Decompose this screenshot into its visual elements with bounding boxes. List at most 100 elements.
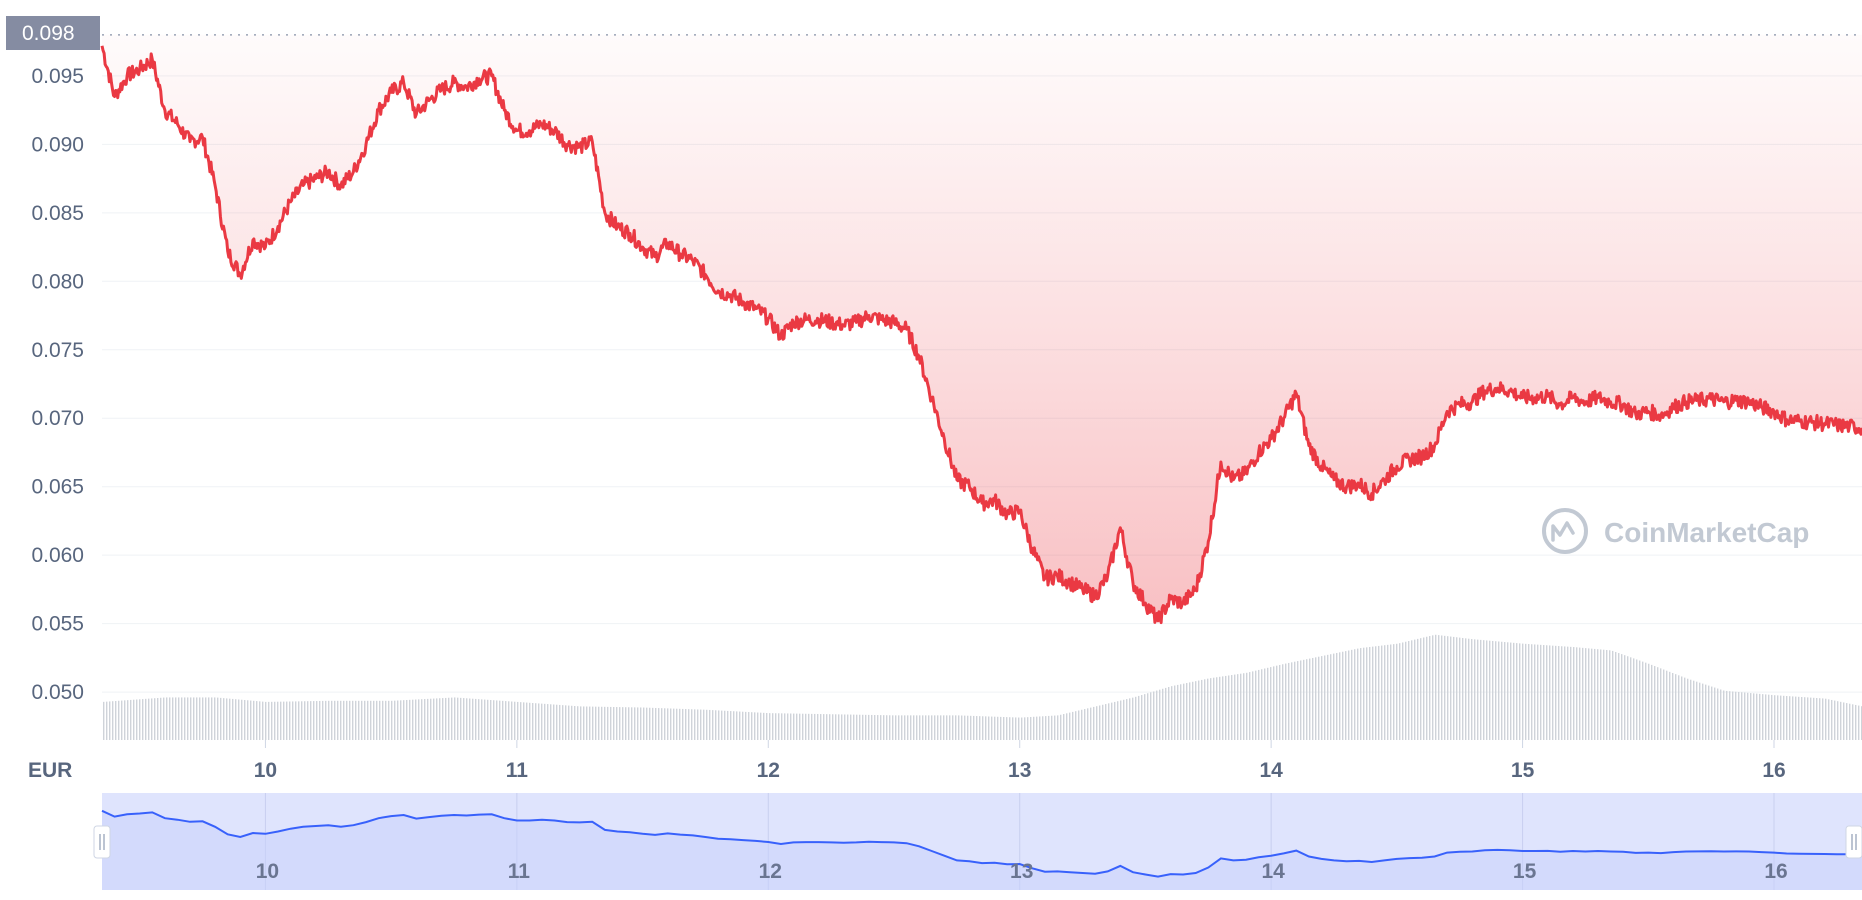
volume-bar bbox=[1846, 703, 1848, 740]
volume-bar bbox=[760, 712, 762, 740]
volume-bar bbox=[751, 712, 753, 740]
volume-bar bbox=[1681, 676, 1683, 740]
volume-bar bbox=[463, 698, 465, 740]
y-tick-label: 0.075 bbox=[31, 339, 84, 362]
volume-bar bbox=[1444, 635, 1446, 740]
volume-bar bbox=[1438, 635, 1440, 740]
volume-bar bbox=[451, 697, 453, 740]
volume-bar bbox=[730, 711, 732, 740]
volume-bar bbox=[1666, 670, 1668, 740]
volume-bar bbox=[1594, 648, 1596, 740]
volume-bar bbox=[541, 703, 543, 740]
volume-bar bbox=[550, 704, 552, 740]
volume-bar bbox=[109, 701, 111, 740]
volume-bar bbox=[775, 713, 777, 740]
volume-bar bbox=[634, 707, 636, 740]
volume-bar bbox=[1255, 670, 1257, 740]
navigator-tick-label: 12 bbox=[759, 860, 782, 883]
volume-bar bbox=[982, 716, 984, 740]
volume-bar bbox=[355, 700, 357, 740]
volume-bar bbox=[790, 713, 792, 740]
volume-bar bbox=[1750, 693, 1752, 740]
volume-bar bbox=[1057, 715, 1059, 740]
volume-bar bbox=[757, 712, 759, 740]
volume-bar bbox=[298, 701, 300, 740]
volume-bar bbox=[793, 713, 795, 740]
volume-bar bbox=[535, 703, 537, 740]
volume-bar bbox=[1453, 636, 1455, 740]
volume-bar bbox=[556, 704, 558, 740]
volume-bar bbox=[706, 709, 708, 740]
volume-bar bbox=[226, 698, 228, 740]
y-tick-label: 0.090 bbox=[31, 133, 84, 156]
volume-bar bbox=[895, 715, 897, 740]
navigator-tick-label: 10 bbox=[256, 860, 279, 883]
volume-bar bbox=[1582, 647, 1584, 740]
navigator-left-handle[interactable] bbox=[93, 825, 111, 859]
volume-bar bbox=[1477, 639, 1479, 740]
range-navigator[interactable]: 10 11 12 13 14 15 16 bbox=[93, 793, 1862, 890]
volume-bar bbox=[1261, 669, 1263, 740]
volume-bar bbox=[229, 698, 231, 740]
volume-bar bbox=[1765, 694, 1767, 740]
volume-bar bbox=[145, 698, 147, 740]
volume-bar bbox=[1693, 680, 1695, 740]
volume-bar bbox=[487, 699, 489, 740]
volume-bar bbox=[1672, 672, 1674, 740]
volume-bar bbox=[553, 704, 555, 740]
volume-bar bbox=[937, 715, 939, 740]
volume-bar bbox=[1828, 699, 1830, 740]
volume-bar bbox=[769, 713, 771, 740]
volume-bar bbox=[1687, 678, 1689, 740]
volume-bar bbox=[538, 703, 540, 740]
volume-bar bbox=[1819, 698, 1821, 740]
volume-bar bbox=[1147, 693, 1149, 740]
volume-bar bbox=[1456, 637, 1458, 740]
volume-bar bbox=[868, 714, 870, 740]
volume-bar bbox=[1309, 658, 1311, 740]
volume-bar bbox=[1024, 717, 1026, 740]
volume-bar bbox=[382, 700, 384, 740]
volume-bar bbox=[1648, 663, 1650, 740]
volume-bar bbox=[631, 707, 633, 740]
volume-bar bbox=[1603, 649, 1605, 740]
volume-bar bbox=[1162, 688, 1164, 740]
volume-bar bbox=[1081, 709, 1083, 740]
volume-bar bbox=[697, 709, 699, 740]
volume-bar bbox=[988, 716, 990, 740]
volume-bar bbox=[601, 706, 603, 740]
volume-bar bbox=[1825, 698, 1827, 740]
navigator-tick-label: 16 bbox=[1764, 860, 1787, 883]
volume-bar bbox=[1066, 713, 1068, 740]
volume-bar bbox=[1597, 649, 1599, 740]
volume-bar bbox=[1387, 644, 1389, 740]
volume-bar bbox=[484, 699, 486, 740]
volume-bar bbox=[1723, 690, 1725, 740]
volume-bar bbox=[1009, 717, 1011, 740]
volume-bar bbox=[1555, 645, 1557, 740]
volume-bar bbox=[481, 699, 483, 740]
volume-bar bbox=[1342, 651, 1344, 740]
navigator-tick-label: 11 bbox=[508, 860, 531, 883]
volume-bar bbox=[1399, 643, 1401, 740]
volume-bar bbox=[1408, 641, 1410, 740]
volume-bar bbox=[1063, 714, 1065, 740]
volume-bar bbox=[181, 697, 183, 740]
volume-bar bbox=[121, 700, 123, 740]
volume-bar bbox=[1084, 709, 1086, 740]
volume-bar bbox=[421, 699, 423, 740]
volume-bar bbox=[1099, 705, 1101, 740]
volume-bar bbox=[1129, 698, 1131, 740]
volume-bar bbox=[1762, 694, 1764, 740]
volume-bar bbox=[127, 700, 129, 740]
volume-bar bbox=[1615, 651, 1617, 740]
volume-bar bbox=[1243, 673, 1245, 740]
volume-bar bbox=[1642, 661, 1644, 740]
navigator-right-handle[interactable] bbox=[1845, 825, 1862, 859]
volume-bar bbox=[823, 714, 825, 740]
volume-bar bbox=[1273, 666, 1275, 740]
volume-bar bbox=[877, 715, 879, 740]
volume-bar bbox=[169, 697, 171, 740]
volume-bar bbox=[796, 713, 798, 740]
volume-bar bbox=[736, 711, 738, 740]
